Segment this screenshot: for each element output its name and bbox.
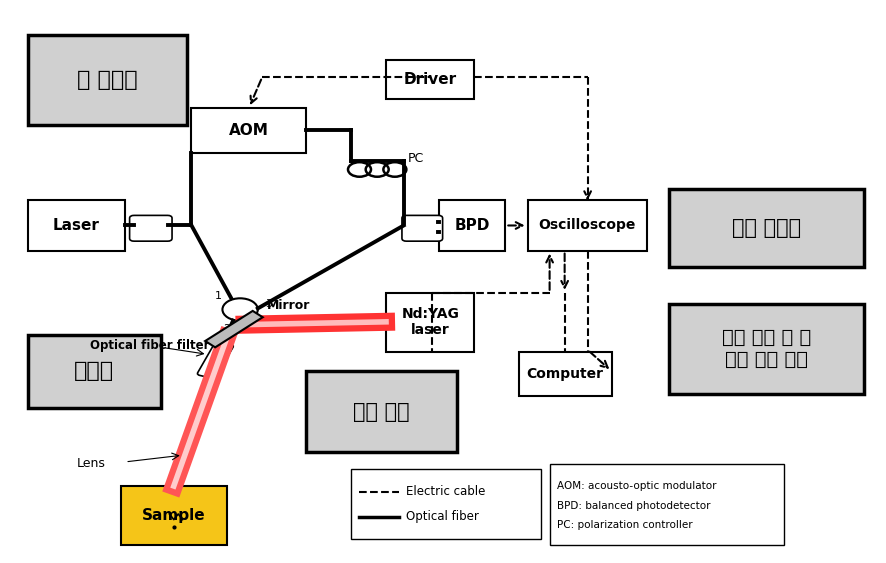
FancyBboxPatch shape <box>129 216 172 241</box>
FancyBboxPatch shape <box>27 35 187 124</box>
FancyBboxPatch shape <box>527 200 646 251</box>
Text: 3: 3 <box>265 299 272 309</box>
FancyBboxPatch shape <box>350 469 540 539</box>
Text: 1: 1 <box>214 291 222 301</box>
FancyBboxPatch shape <box>205 311 262 347</box>
Text: Driver: Driver <box>403 72 456 87</box>
FancyBboxPatch shape <box>439 200 505 251</box>
FancyBboxPatch shape <box>27 335 160 408</box>
Text: PC: PC <box>408 152 424 165</box>
Text: AOM: AOM <box>229 123 268 138</box>
FancyBboxPatch shape <box>27 200 125 251</box>
Text: 광 간섭계: 광 간섭계 <box>77 70 137 90</box>
Text: Nd:YAG
laser: Nd:YAG laser <box>400 307 459 337</box>
Text: Lens: Lens <box>76 457 105 470</box>
FancyBboxPatch shape <box>385 60 474 100</box>
Text: Laser: Laser <box>53 218 100 233</box>
Text: 신호 측정부: 신호 측정부 <box>731 218 800 238</box>
Text: BPD: BPD <box>454 218 489 233</box>
Text: Optical fiber: Optical fiber <box>406 510 478 523</box>
FancyBboxPatch shape <box>191 108 306 153</box>
Text: Oscilloscope: Oscilloscope <box>538 218 635 233</box>
FancyBboxPatch shape <box>385 293 474 351</box>
Text: 신호 처리 및 광
음향 신호 산출: 신호 처리 및 광 음향 신호 산출 <box>721 328 810 369</box>
Text: BPD: balanced photodetector: BPD: balanced photodetector <box>556 501 710 511</box>
Text: Computer: Computer <box>526 367 602 381</box>
Text: AOM: acousto-optic modulator: AOM: acousto-optic modulator <box>556 481 715 491</box>
Text: Optical fiber filter: Optical fiber filter <box>89 339 209 352</box>
Text: 2: 2 <box>223 324 230 334</box>
FancyBboxPatch shape <box>668 189 863 267</box>
Text: Electric cable: Electric cable <box>406 485 486 498</box>
FancyBboxPatch shape <box>668 304 863 394</box>
Text: Sample: Sample <box>142 508 206 523</box>
FancyBboxPatch shape <box>120 486 227 545</box>
Text: 펄스 광원: 펄스 광원 <box>353 402 409 422</box>
FancyBboxPatch shape <box>198 342 233 378</box>
Text: 측정단: 측정단 <box>74 361 114 381</box>
Text: Mirror: Mirror <box>267 300 310 312</box>
Text: PC: polarization controller: PC: polarization controller <box>556 520 692 530</box>
FancyBboxPatch shape <box>401 216 442 241</box>
FancyBboxPatch shape <box>549 463 783 545</box>
FancyBboxPatch shape <box>518 351 610 396</box>
FancyBboxPatch shape <box>306 371 456 452</box>
